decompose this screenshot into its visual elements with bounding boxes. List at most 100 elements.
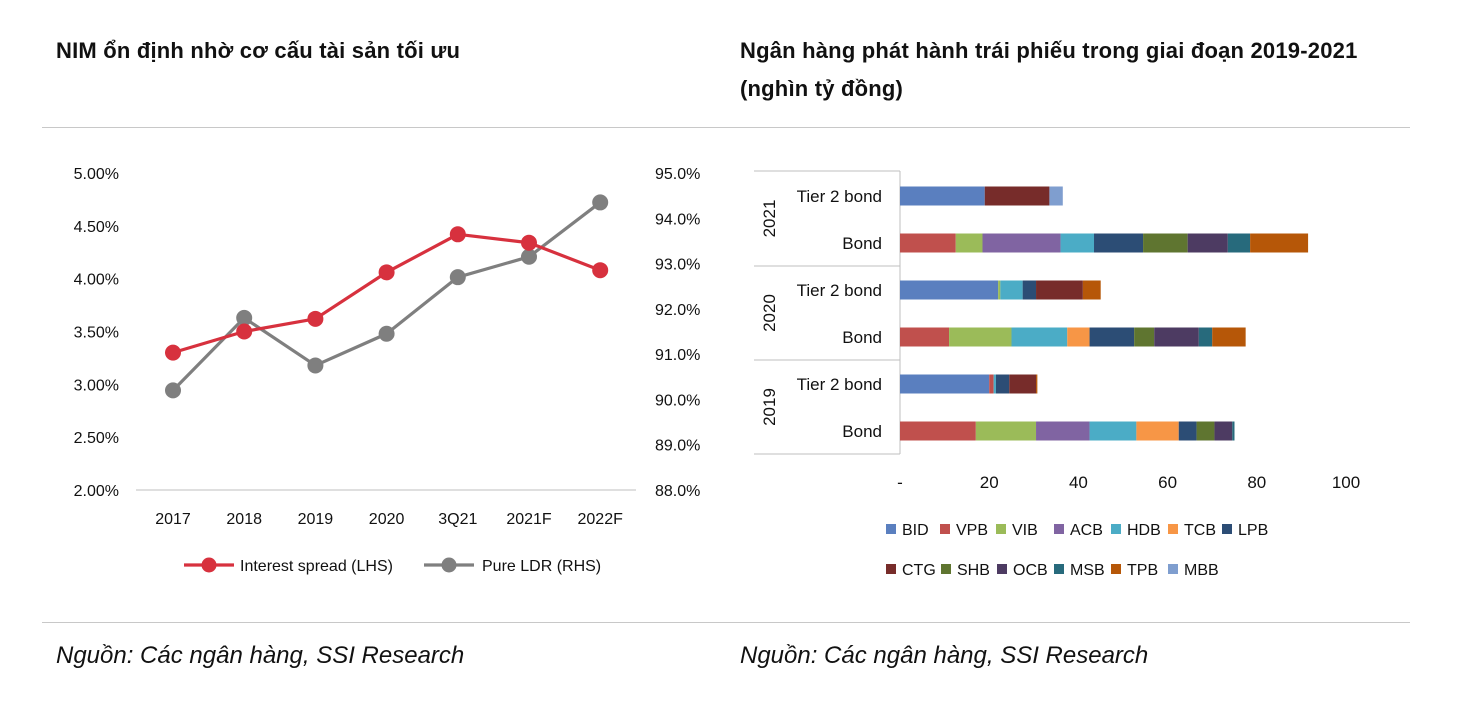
data-point-pure-ldr xyxy=(592,194,609,211)
legend-swatch-mbb xyxy=(1168,564,1178,574)
x-axis-tick-label: 3Q21 xyxy=(438,511,477,528)
legend-label: LPB xyxy=(1238,522,1268,539)
legend-swatch-acb xyxy=(1054,524,1064,534)
bar-segment-msb xyxy=(1227,233,1251,253)
x-axis-tick-label: 20 xyxy=(980,473,999,492)
bar-segment-ocb xyxy=(1187,233,1228,253)
left-axis-tick-label: 2.00% xyxy=(74,483,119,500)
x-axis-tick-label: 80 xyxy=(1247,473,1266,492)
x-axis-tick-label: 2021F xyxy=(506,511,552,528)
data-point-pure-ldr xyxy=(449,269,466,286)
right-axis-tick-label: 93.0% xyxy=(655,257,700,274)
legend-label: ACB xyxy=(1070,522,1103,539)
bar-segment-hdb xyxy=(993,374,996,394)
legend-swatch-tcb xyxy=(1168,524,1178,534)
legend-label: MBB xyxy=(1184,562,1219,579)
bar-segment-ocb xyxy=(1154,327,1199,347)
bar-segment-hdb xyxy=(1000,280,1023,300)
left-axis-tick-label: 5.00% xyxy=(74,166,119,183)
legend-swatch-vib xyxy=(996,524,1006,534)
x-axis-tick-label: 2019 xyxy=(298,511,334,528)
left-chart-title: NIM ổn định nhờ cơ cấu tài sản tối ưu xyxy=(56,38,461,63)
legend-label: Interest spread (LHS) xyxy=(240,558,393,575)
right-axis-tick-label: 89.0% xyxy=(655,438,700,455)
bar-segment-hdb xyxy=(1011,327,1068,347)
row-label: Tier 2 bond xyxy=(797,187,882,206)
data-point-interest-spread xyxy=(521,234,537,251)
data-point-interest-spread xyxy=(307,310,324,327)
right-source-note: Nguồn: Các ngân hàng, SSI Research xyxy=(740,642,1149,669)
legend-swatch-shb xyxy=(941,564,951,574)
x-axis-tick-label: 2020 xyxy=(369,511,405,528)
data-point-pure-ldr xyxy=(236,309,253,326)
row-label: Bond xyxy=(842,328,882,347)
row-label: Tier 2 bond xyxy=(797,375,882,394)
group-year-label: 2020 xyxy=(760,294,779,332)
bar-segment-vib xyxy=(949,327,1012,347)
left-axis-tick-label: 4.50% xyxy=(74,219,119,236)
bar-segment-tcb xyxy=(1136,421,1179,441)
bar-segment-vib xyxy=(955,233,983,253)
bar-segment-tpb xyxy=(1036,374,1038,394)
bar-segment-msb xyxy=(1198,327,1213,347)
data-point-pure-ldr xyxy=(307,357,324,374)
bar-segment-bid xyxy=(900,374,990,394)
bar-segment-lpb xyxy=(1178,421,1197,441)
x-axis-tick-label: 60 xyxy=(1158,473,1177,492)
x-axis-tick-label: 2022F xyxy=(578,511,624,528)
bar-segment-tpb xyxy=(1212,327,1246,347)
left-axis-tick-label: 4.00% xyxy=(74,272,119,289)
x-axis-tick-label: 2018 xyxy=(226,511,262,528)
bar-segment-mbb xyxy=(1049,186,1063,206)
left-axis-tick-label: 2.50% xyxy=(74,430,119,447)
x-axis-tick-label: - xyxy=(897,473,903,492)
data-point-interest-spread xyxy=(449,226,466,243)
legend-marker xyxy=(201,557,217,573)
bar-segment-ctg xyxy=(1036,280,1083,300)
bar-segment-ctg xyxy=(1009,374,1037,394)
legend-label: TPB xyxy=(1127,562,1158,579)
bar-segment-tcb xyxy=(1067,327,1090,347)
right-chart-title: Ngân hàng phát hành trái phiếu trong gia… xyxy=(740,38,1358,101)
bar-segment-tpb xyxy=(1082,280,1101,300)
bar-segment-shb xyxy=(1196,421,1215,441)
bar-segment-shb xyxy=(1134,327,1155,347)
legend-swatch-ocb xyxy=(997,564,1007,574)
legend-label: CTG xyxy=(902,562,936,579)
group-year-label: 2021 xyxy=(760,200,779,238)
left-axis-tick-label: 3.00% xyxy=(74,377,119,394)
bar-segment-vpb xyxy=(900,233,956,253)
bar-segment-vpb xyxy=(900,327,950,347)
row-label: Bond xyxy=(842,422,882,441)
bar-segment-vib xyxy=(975,421,1037,441)
right-axis-tick-label: 91.0% xyxy=(655,347,700,364)
bar-segment-ocb xyxy=(1214,421,1233,441)
bar-segment-acb xyxy=(982,233,1061,253)
legend-label: OCB xyxy=(1013,562,1048,579)
legend-label: SHB xyxy=(957,562,990,579)
right-axis-tick-label: 88.0% xyxy=(655,483,700,500)
right-axis-tick-label: 92.0% xyxy=(655,302,700,319)
left-axis-tick-label: 3.50% xyxy=(74,325,119,342)
legend-swatch-ctg xyxy=(886,564,896,574)
data-point-interest-spread xyxy=(236,323,253,340)
bar-segment-vpb xyxy=(989,374,994,394)
bar-segment-hdb xyxy=(1060,233,1095,253)
bar-segment-bid xyxy=(900,186,985,206)
row-label: Tier 2 bond xyxy=(797,281,882,300)
data-point-interest-spread xyxy=(592,262,609,279)
left-source-note: Nguồn: Các ngân hàng, SSI Research xyxy=(56,642,465,669)
bar-segment-lpb xyxy=(1094,233,1144,253)
bar-segment-acb xyxy=(1036,421,1090,441)
group-year-label: 2019 xyxy=(760,388,779,426)
bar-segment-msb xyxy=(1232,421,1235,441)
bar-segment-vib xyxy=(998,280,1001,300)
row-label: Bond xyxy=(842,234,882,253)
legend-marker xyxy=(441,557,457,573)
data-point-interest-spread xyxy=(378,264,395,281)
bar-segment-vpb xyxy=(900,421,976,441)
right-axis-tick-label: 95.0% xyxy=(655,166,700,183)
stacked-bar-chart: 2021 Tier 2 bond Bond 2020 Tier 2 bond Bond 20… xyxy=(754,170,1360,579)
bar-segment-tpb xyxy=(1250,233,1309,253)
bar-segment-lpb xyxy=(1089,327,1135,347)
